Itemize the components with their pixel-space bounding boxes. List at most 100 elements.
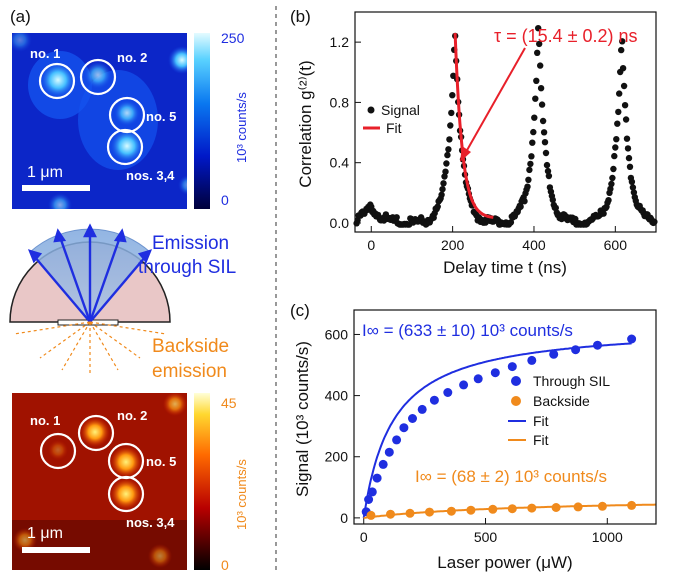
signal-point xyxy=(552,204,559,212)
legend-marker-through-sil xyxy=(511,376,521,386)
legend-fit-blue: Fit xyxy=(533,413,549,429)
top-emission-map: no. 1 no. 2 no. 5 nos. 3,4 1 μm xyxy=(12,33,187,209)
through-sil-point xyxy=(549,349,559,359)
correlation-fit-curve xyxy=(453,33,494,219)
signal-point xyxy=(449,92,456,99)
legend-signal: Signal xyxy=(381,102,420,118)
emitter-label-2: no. 2 xyxy=(117,408,147,423)
bottom-colorbar-min: 0 xyxy=(221,557,229,573)
signal-point xyxy=(541,139,549,146)
backside-point xyxy=(488,504,498,514)
legend-fit-orange: Fit xyxy=(533,432,549,448)
signal-point xyxy=(609,174,616,182)
signal-point xyxy=(543,161,551,169)
plot-frame xyxy=(353,309,657,525)
x-tick-label: 200 xyxy=(441,237,465,253)
signal-point xyxy=(507,219,515,226)
bottom-colorbar-max: 45 xyxy=(221,395,237,411)
emitter-ring-3-4 xyxy=(107,475,145,513)
signal-point xyxy=(651,218,658,225)
signal-point xyxy=(393,214,400,221)
backside-point xyxy=(446,506,456,516)
signal-point xyxy=(545,172,553,180)
scale-bar xyxy=(22,547,90,553)
emitter-label-5: no. 5 xyxy=(146,454,176,469)
signal-point xyxy=(544,167,552,175)
emitter-label-5: no. 5 xyxy=(146,109,176,124)
signal-point xyxy=(540,129,548,136)
emission-label-line2: through SIL xyxy=(138,257,236,278)
through-sil-point xyxy=(473,374,483,384)
through-sil-point xyxy=(443,388,453,397)
through-sil-point xyxy=(408,414,417,423)
signal-point xyxy=(517,203,524,210)
panel-b-label: (b) xyxy=(290,7,311,26)
signal-point xyxy=(530,128,537,136)
annotation-arrowhead xyxy=(460,146,471,162)
through-sil-point xyxy=(367,487,377,497)
top-colorbar-min: 0 xyxy=(221,192,229,208)
y-tick-label: 0.8 xyxy=(330,94,350,110)
signal-point xyxy=(525,176,532,183)
legend-backside: Backside xyxy=(533,393,590,409)
x-axis-label: Laser power (μW) xyxy=(437,553,572,572)
x-tick-label: 600 xyxy=(604,237,628,253)
emitter-label-3-4: nos. 3,4 xyxy=(126,515,175,530)
bottom-colorbar-unit: 10³ counts/s xyxy=(234,459,249,530)
backside-point xyxy=(507,504,517,514)
emitter-ring-2 xyxy=(77,414,115,452)
signal-point xyxy=(619,65,627,72)
signal-point xyxy=(443,160,450,167)
through-sil-point xyxy=(627,334,637,344)
signal-point xyxy=(533,77,540,85)
signal-point xyxy=(438,191,445,198)
y-axis-label: Signal (10³ counts/s) xyxy=(293,341,312,497)
backside-label-line2: emission xyxy=(152,361,227,382)
through-sil-point xyxy=(593,340,602,350)
signal-point xyxy=(620,82,628,90)
signal-point xyxy=(445,146,452,153)
signal-point xyxy=(605,197,612,204)
x-axis-label: Delay time t (ns) xyxy=(443,258,567,277)
through-sil-point xyxy=(384,447,394,457)
signal-point xyxy=(539,117,547,125)
signal-point xyxy=(619,38,626,45)
through-sil-point xyxy=(507,362,517,372)
signal-point xyxy=(616,90,623,97)
emitter-ring-2 xyxy=(79,58,117,96)
panel-a-label: (a) xyxy=(10,7,31,26)
signal-point xyxy=(442,168,449,175)
signal-point xyxy=(532,95,539,102)
x-tick-label: 1000 xyxy=(592,529,623,545)
signal-point xyxy=(600,210,607,217)
plot-frame xyxy=(354,11,657,233)
signal-point xyxy=(611,152,618,160)
signal-point xyxy=(527,160,534,168)
y-tick-label: 0.0 xyxy=(330,215,350,231)
through-sil-point xyxy=(429,395,439,405)
backside-point xyxy=(551,503,561,512)
backside-point xyxy=(627,500,637,510)
y-tick-label: 0.4 xyxy=(330,155,350,171)
y-tick-label: 1.2 xyxy=(330,34,350,50)
annotation-arrow xyxy=(465,47,526,153)
signal-point xyxy=(536,40,543,48)
signal-point xyxy=(529,139,536,146)
correlation-chart: (b) 0 200 400 600 0.0 0.4 0.8 1.2 Delay time t … xyxy=(290,7,658,277)
signal-point xyxy=(624,145,632,152)
signal-point xyxy=(441,173,448,180)
y-tick-label: 400 xyxy=(325,388,349,404)
backside-point xyxy=(405,508,415,518)
emitter-label-2: no. 2 xyxy=(117,50,147,65)
emitter-ring-3-4 xyxy=(106,128,144,166)
signal-point xyxy=(434,203,441,210)
emitter-ring-1 xyxy=(39,432,77,470)
top-colorbar-max: 250 xyxy=(221,30,245,46)
signal-point xyxy=(447,122,454,129)
emitter-label-1: no. 1 xyxy=(30,46,60,61)
backside-point xyxy=(386,509,395,519)
through-sil-point xyxy=(417,404,427,414)
signal-point xyxy=(608,180,615,188)
signal-point xyxy=(626,163,634,170)
